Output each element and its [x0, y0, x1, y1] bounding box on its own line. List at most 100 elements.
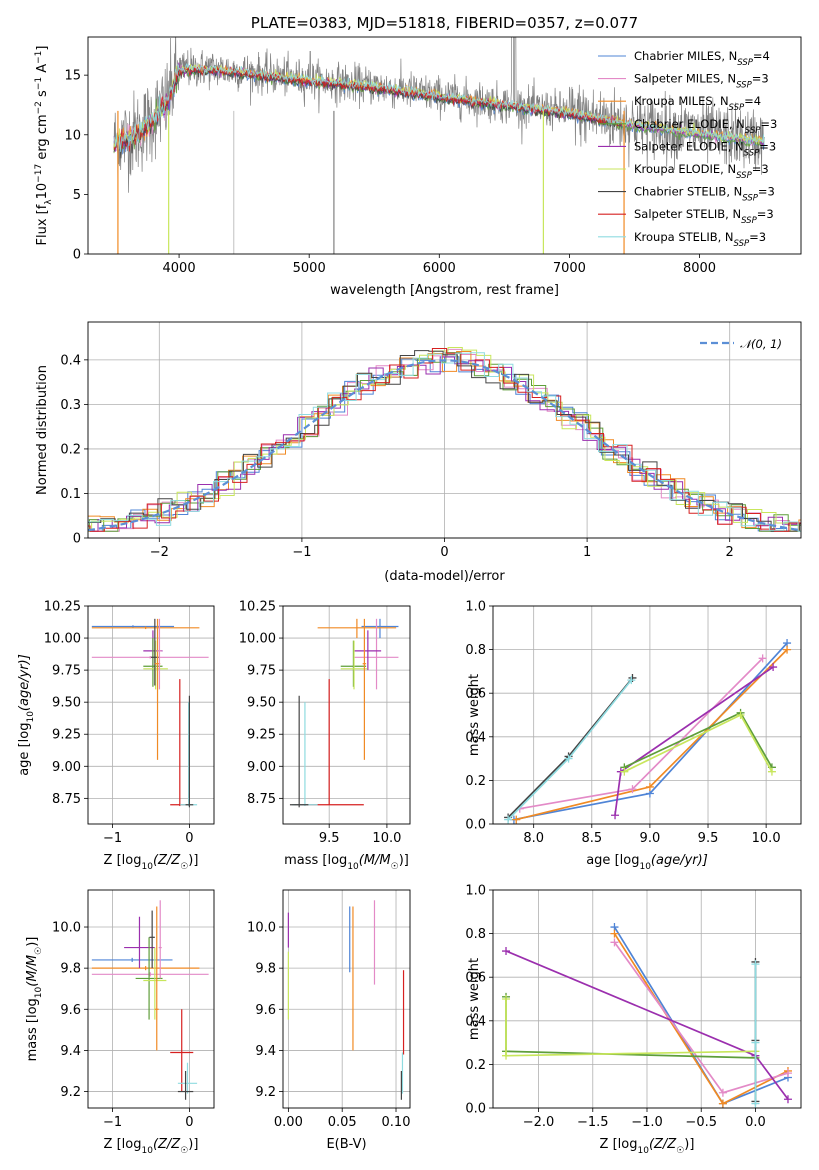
mass-weight-vs-Z-xtick-label: −1.0 — [631, 1115, 663, 1130]
mass-weight-vs-age-ytick-label: 0.4 — [465, 730, 486, 745]
mass-vs-Z-ylabel-part: ☉ — [34, 947, 44, 955]
mass-weight-vs-age-xtick-label: 9.0 — [640, 831, 661, 846]
age-vs-mass-xlabel-part: 10 — [347, 862, 359, 872]
mass-vs-EBV-xtick-label: 0.00 — [274, 1115, 303, 1130]
spectrum-xtick-label: 7000 — [553, 261, 586, 276]
mass-vs-Z-axes: −1 0 9.2 9.4 9.6 9.8 10.0 — [52, 889, 215, 1130]
mass-weight-vs-Z-ytick-label: 1.0 — [465, 884, 486, 899]
spectrum-ylabel-part: ] — [35, 46, 50, 51]
mass-vs-Z-xlabel-part: )] — [188, 1137, 198, 1152]
mass-weight-vs-age-xlabel: age [log10(age/yr)] — [586, 853, 708, 872]
mass-weight-vs-Z-xlabel-part: 10 — [637, 1146, 649, 1156]
mass-vs-Z-ytick-label: 9.8 — [60, 962, 81, 977]
mass-weight-vs-age-plot-area — [504, 639, 792, 824]
model-spectrum-8 — [113, 62, 765, 152]
mass-weight-marker — [504, 815, 513, 824]
mass-weight-vs-age-xtick-label: 8.5 — [581, 831, 602, 846]
residual-histogram-8 — [88, 352, 801, 532]
gaussian-curve — [88, 359, 801, 532]
spectrum-ylabel-part: −1 — [34, 51, 44, 64]
legend-entry-label: Salpeter STELIB, N — [634, 207, 741, 221]
model-spectrum-5 — [113, 63, 765, 148]
mass-weight-marker — [783, 1069, 792, 1078]
mass-weight-vs-Z-xtick-label: 0.0 — [745, 1115, 766, 1130]
mass-weight-vs-age-xtick-label: 9.5 — [698, 831, 719, 846]
gaussian-legend-label: 𝒩(0, 1) — [740, 337, 782, 351]
mass-vs-Z-xlabel-part: Z [log — [104, 1137, 142, 1152]
mass-weight-vs-Z-plot-area — [502, 923, 792, 1108]
mass-vs-Z-ylabel-part: (M/M — [25, 955, 40, 987]
age-vs-mass-plot-area — [289, 618, 399, 808]
age-vs-mass-ytick-label: 10.25 — [239, 600, 276, 615]
mass-weight-vs-age-xlabel-part: 10 — [639, 862, 651, 872]
residuals-ytick-label: 0 — [73, 532, 81, 547]
spectrum-ylabel-part: −17 — [34, 164, 44, 183]
spectrum-axes: 4000 5000 6000 7000 8000 0 5 10 15 — [64, 36, 802, 276]
spectrum-xtick-label: 5000 — [293, 261, 326, 276]
legend-entry-label: Salpeter ELODIE, N — [634, 139, 744, 153]
age-vs-mass-ytick-label: 8.75 — [247, 792, 276, 807]
mass-weight-vs-Z-xlabel-part: Z [log — [600, 1137, 638, 1152]
mass-vs-Z-xlabel-part: ☉ — [180, 1146, 188, 1156]
age-vs-Z-ytick-label: 10.25 — [44, 600, 81, 615]
mass-vs-EBV-plot-area — [287, 900, 405, 1100]
legend-entry-sub: SSP — [736, 81, 752, 91]
mass-weight-vs-Z-xlabel: Z [log10(Z/Z☉)] — [600, 1137, 695, 1156]
legend-entry: Kroupa STELIB, NSSP=3 — [634, 230, 766, 249]
age-vs-Z-axes: −1 0 8.75 9.00 9.25 9.50 9.75 10.00 10.25 — [44, 600, 215, 846]
legend-entry-sub: SSP — [736, 171, 752, 181]
mass-vs-Z-ylabel: mass [log10(M/M☉)] — [25, 937, 44, 1062]
mass-weight-marker — [502, 947, 511, 956]
residual-histogram-7 — [88, 348, 801, 532]
spectrum-ytick-label: 10 — [64, 128, 81, 143]
mass-weight-marker — [611, 811, 620, 820]
age-vs-Z-ylabel-part: (age/yr)] — [17, 654, 32, 711]
legend-entry: Kroupa MILES, NSSP=4 — [634, 94, 761, 113]
mass-vs-EBV-frame — [282, 889, 411, 1109]
legend-entry-tail: =4 — [753, 49, 770, 63]
mass-weight-marker — [645, 782, 654, 791]
legend-entry-tail: =4 — [744, 94, 761, 108]
mass-weight-marker — [620, 767, 629, 776]
age-vs-mass-ytick-label: 9.00 — [247, 760, 276, 775]
mass-weight-marker — [718, 1088, 727, 1097]
mass-vs-Z-ylabel-part: mass [log — [25, 998, 40, 1061]
age-vs-Z-plot-area — [91, 618, 209, 808]
mass-weight-marker — [512, 815, 521, 824]
mass-weight-marker — [751, 1099, 760, 1108]
legend-entry-label: Chabrier STELIB, N — [634, 185, 742, 199]
age-vs-Z-ytick-label: 10.00 — [44, 632, 81, 647]
mass-vs-Z-ylabel-part: )] — [25, 937, 40, 947]
legend-entry-tail: =3 — [749, 230, 766, 244]
legend-entry-sub: SSP — [729, 103, 745, 113]
mass-weight-marker — [564, 754, 573, 763]
mass-weight-vs-Z-axes: −2.0 −1.5 −1.0 −0.5 0.0 0.0 0.2 0.4 0.6 0.8 1.0 — [465, 884, 802, 1130]
mass-weight-vs-Z-ytick-label: 0.8 — [465, 927, 486, 942]
mass-weight-vs-Z-xtick-label: −1.5 — [577, 1115, 609, 1130]
mass-vs-Z-xlabel-part: (Z/Z — [153, 1137, 181, 1152]
age-vs-mass-ytick-label: 9.25 — [247, 728, 276, 743]
legend-entry: Salpeter MILES, NSSP=3 — [634, 72, 769, 91]
model-spectrum-7 — [113, 64, 622, 152]
mass-weight-marker — [736, 711, 745, 719]
age-vs-Z-ylabel-part: age [log — [17, 723, 32, 776]
mass-weight-marker — [610, 938, 619, 947]
mass-vs-EBV-ytick-label: 9.4 — [255, 1044, 276, 1059]
age-vs-Z-xtick-label: −1 — [103, 831, 122, 846]
mass-weight-vs-age-ytick-label: 0.2 — [465, 774, 486, 789]
mass-weight-vs-age-ytick-label: 0.8 — [465, 643, 486, 658]
mass-weight-marker — [628, 785, 637, 794]
residuals-ytick-label: 0.2 — [60, 442, 81, 457]
legend-entry-sub: SSP — [744, 148, 760, 158]
spectrum-ylabel-part: λ — [44, 199, 54, 205]
age-vs-Z-ylabel: age [log10(age/yr)] — [17, 654, 36, 776]
legend-entry: Chabrier STELIB, NSSP=3 — [634, 185, 775, 204]
age-vs-mass-xlabel-part: ☉ — [391, 862, 399, 872]
legend-entry-label: Kroupa MILES, N — [634, 94, 729, 108]
residuals-xtick-label: −2 — [150, 545, 169, 560]
legend-entry: Kroupa ELODIE, NSSP=3 — [634, 162, 769, 181]
mass-vs-Z-ytick-label: 10.0 — [52, 921, 81, 936]
mass-weight-vs-Z-ylabel: mass weight — [467, 958, 482, 1040]
mass-weight-marker — [783, 645, 792, 654]
